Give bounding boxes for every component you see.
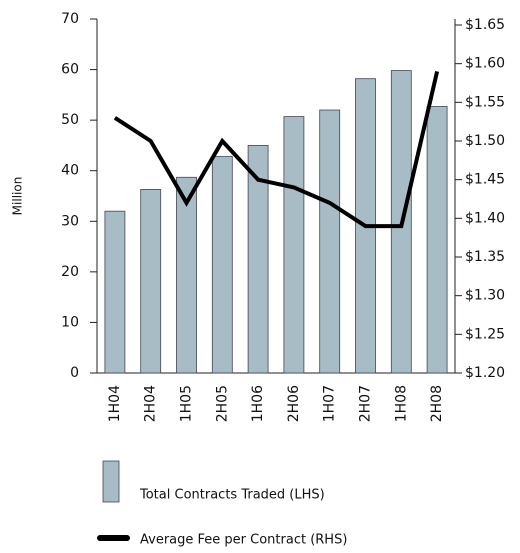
y-tick-label: 0: [70, 365, 79, 381]
legend-label: Total Contracts Traded (LHS): [139, 488, 325, 503]
x-tick-label: 2H05: [214, 385, 230, 422]
x-tick-label: 1H04: [107, 385, 123, 422]
y-axis-label: Million: [11, 177, 25, 216]
y-tick-label: 40: [61, 163, 79, 179]
y2-tick-label: $1.25: [465, 326, 505, 342]
x-tick-label: 1H06: [250, 385, 266, 422]
bar: [247, 145, 269, 374]
bar: [426, 106, 448, 374]
line: [113, 70, 440, 229]
y2-tick-label: $1.60: [465, 56, 505, 72]
y2-tick-label: $1.20: [465, 365, 505, 381]
x-tick-label: 2H07: [358, 385, 374, 422]
bar: [176, 176, 197, 374]
y2-tick-label: $1.40: [465, 210, 505, 226]
y2-tick-label: $1.65: [465, 17, 505, 33]
x-tick-label: 1H05: [179, 385, 195, 422]
y-tick-label: 70: [61, 11, 79, 27]
legend-label: Average Fee per Contract (RHS): [140, 533, 347, 548]
y2-tick-label: $1.55: [465, 94, 505, 110]
x-tick-label: 1H08: [393, 385, 409, 422]
bar: [319, 109, 341, 374]
bar: [283, 116, 305, 374]
y-tick-label: 10: [61, 314, 79, 330]
bar: [104, 210, 126, 374]
y2-tick-label: $1.35: [465, 249, 505, 265]
y-tick-label: 60: [61, 62, 79, 78]
bar: [211, 156, 233, 374]
y2-tick-label: $1.45: [465, 172, 505, 188]
y-tick-label: 20: [61, 264, 79, 280]
x-tick-label: 2H06: [286, 385, 302, 422]
bar: [140, 189, 162, 374]
x-tick-label: 1H07: [322, 385, 338, 422]
y2-tick-label: $1.50: [465, 133, 505, 149]
y-tick-label: 50: [61, 112, 79, 128]
x-tick-label: 2H04: [143, 385, 159, 422]
y2-tick-label: $1.30: [465, 288, 505, 304]
y-tick-label: 30: [61, 213, 79, 229]
x-tick-label: 2H08: [429, 385, 445, 422]
legend-swatch: [102, 460, 120, 503]
